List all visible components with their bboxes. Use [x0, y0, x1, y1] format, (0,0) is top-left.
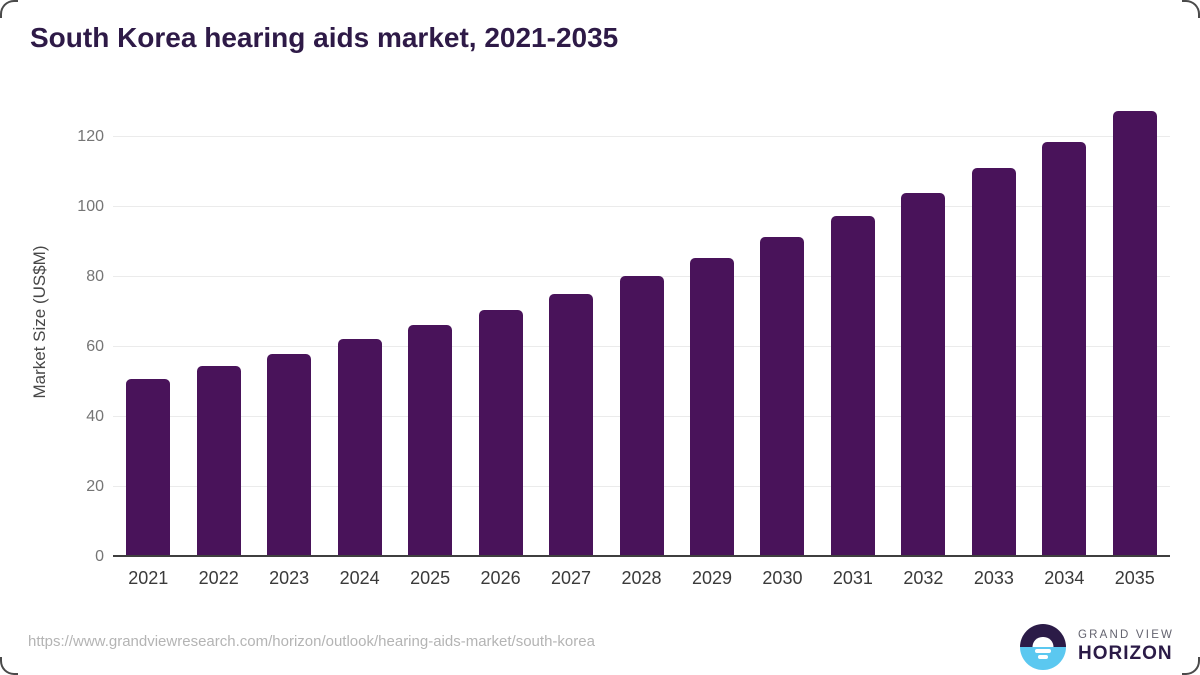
card-corner-bottom-left — [0, 657, 18, 675]
reflection-line-2 — [1038, 655, 1048, 660]
horizon-sunrise-icon — [1020, 624, 1066, 670]
bar-cell-2028 — [606, 87, 676, 557]
y-tick-label-0: 0 — [95, 548, 104, 565]
bar-2029 — [689, 257, 734, 557]
plot-area — [113, 87, 1170, 557]
bar-cell-2032 — [888, 87, 958, 557]
bar-cell-2029 — [677, 87, 747, 557]
x-tick-label-2028: 2028 — [621, 568, 662, 588]
card-corner-bottom-right — [1182, 657, 1200, 675]
brand-logo: GRAND VIEW HORIZON — [1020, 624, 1174, 670]
x-axis-line — [113, 555, 1170, 557]
x-tick-label-2030: 2030 — [762, 568, 803, 588]
bar-2024 — [337, 339, 382, 557]
bar-2023 — [267, 353, 312, 557]
brand-logo-text: GRAND VIEW HORIZON — [1078, 629, 1174, 665]
x-tick-label-2027: 2027 — [551, 568, 592, 588]
sun-dome-shape — [1032, 637, 1054, 647]
reflection-line-1 — [1035, 649, 1051, 654]
bar-cell-2027 — [536, 87, 606, 557]
gridline-100 — [113, 206, 1170, 207]
chart-title: South Korea hearing aids market, 2021-20… — [30, 22, 619, 53]
y-tick-label-80: 80 — [86, 268, 104, 285]
card-corner-top-right — [1182, 0, 1200, 18]
y-tick-label-120: 120 — [77, 128, 104, 145]
bar-2028 — [619, 276, 664, 557]
bar-cell-2030 — [747, 87, 817, 557]
bar-cell-2023 — [254, 87, 324, 557]
bar-cell-2025 — [395, 87, 465, 557]
bar-series — [113, 87, 1170, 557]
brand-name-horizon: HORIZON — [1078, 643, 1173, 664]
gridline-120 — [113, 136, 1170, 137]
bar-2032 — [901, 193, 946, 557]
bar-cell-2033 — [959, 87, 1029, 557]
bar-cell-2031 — [818, 87, 888, 557]
bar-cell-2034 — [1029, 87, 1099, 557]
x-tick-label-2035: 2035 — [1114, 568, 1155, 588]
bar-2026 — [478, 310, 523, 557]
bar-2021 — [126, 378, 171, 557]
bar-2035 — [1112, 111, 1157, 557]
x-tick-label-2021: 2021 — [128, 568, 169, 588]
x-tick-label-2033: 2033 — [973, 568, 1014, 588]
y-axis-tick-labels: 0 20 40 60 80 100 120 — [0, 87, 104, 565]
bar-cell-2024 — [324, 87, 394, 557]
source-url: https://www.grandviewresearch.com/horizo… — [28, 633, 595, 650]
x-tick-label-2026: 2026 — [480, 568, 521, 588]
brand-name-grand-view: GRAND VIEW — [1078, 629, 1175, 641]
bar-2022 — [196, 365, 241, 557]
y-tick-label-100: 100 — [77, 198, 104, 215]
x-tick-label-2023: 2023 — [269, 568, 310, 588]
x-tick-label-2022: 2022 — [198, 568, 239, 588]
card-corner-top-left — [0, 0, 18, 18]
x-axis-tick-labels: 2021 2022 2023 2024 2025 2026 2027 2028 2029 2030… — [113, 568, 1170, 589]
bar-cell-2021 — [113, 87, 183, 557]
bar-2030 — [760, 237, 805, 557]
x-tick-label-2029: 2029 — [691, 568, 732, 588]
x-tick-label-2024: 2024 — [339, 568, 380, 588]
bar-2027 — [549, 294, 594, 557]
bar-2033 — [971, 167, 1016, 557]
bar-cell-2035 — [1100, 87, 1170, 557]
y-tick-label-40: 40 — [86, 408, 104, 425]
bar-2034 — [1042, 141, 1087, 557]
bar-cell-2022 — [183, 87, 253, 557]
x-tick-label-2034: 2034 — [1044, 568, 1085, 588]
bar-2031 — [830, 216, 875, 557]
x-tick-label-2032: 2032 — [903, 568, 944, 588]
y-tick-label-20: 20 — [86, 478, 104, 495]
x-tick-label-2025: 2025 — [410, 568, 451, 588]
y-tick-label-60: 60 — [86, 338, 104, 355]
x-tick-label-2031: 2031 — [832, 568, 873, 588]
bar-2025 — [408, 325, 453, 557]
bar-cell-2026 — [465, 87, 535, 557]
